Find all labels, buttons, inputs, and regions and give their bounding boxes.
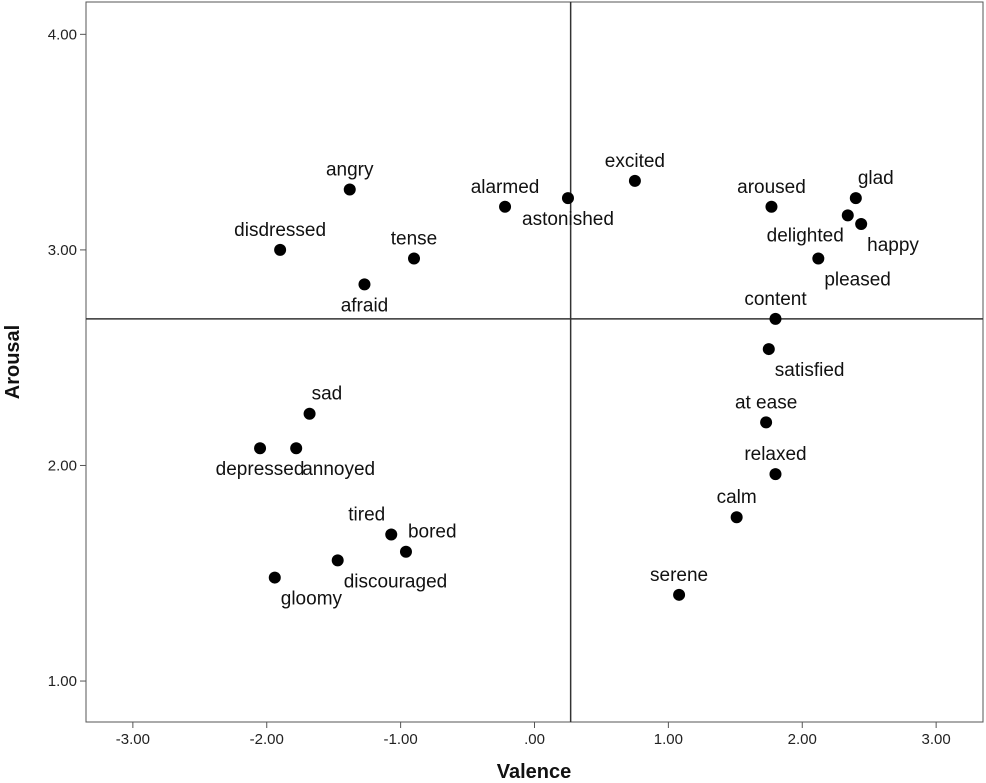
point-label: disdressed [234,220,326,241]
data-point [303,407,316,420]
point-label: afraid [341,295,389,316]
data-point [343,183,356,196]
data-point [561,192,574,205]
x-tick-label: -2.00 [250,731,284,748]
data-point [274,243,287,256]
data-point [760,416,773,429]
point-label: tense [391,229,437,250]
point-label: happy [867,235,919,256]
x-axis-title: Valence [497,761,572,783]
data-point [762,343,775,356]
point-label: angry [326,160,374,181]
data-point [628,174,641,187]
point-label: bored [408,522,457,543]
point-label: delighted [767,225,844,246]
data-point [408,252,421,265]
point-label: gloomy [281,589,343,610]
point-label: pleased [824,270,891,291]
point-label: serene [650,565,708,586]
data-point [769,312,782,325]
point-label: annoyed [302,459,375,480]
data-point [499,200,512,213]
point-label: excited [605,151,665,172]
y-tick-label: 1.00 [48,673,77,690]
data-points: angry disdressed tense afraid alarmed astonis… [216,151,920,610]
data-point [673,588,686,601]
data-point [331,554,344,567]
data-point [769,468,782,481]
y-tick-label: 2.00 [48,457,77,474]
point-label: relaxed [744,444,806,465]
point-label: glad [858,168,894,189]
point-label: calm [717,487,757,508]
data-point [812,252,825,265]
point-label: satisfied [775,360,845,381]
axis-ticks: -3.00 -2.00 -1.00 .00 1.00 2.00 3.00 1.00 2.00 3.… [48,26,951,748]
data-point [765,200,778,213]
point-label: discouraged [344,571,448,592]
x-tick-label: -3.00 [116,731,150,748]
point-label: alarmed [471,177,540,198]
data-point [399,545,412,558]
data-point [849,192,862,205]
data-point [290,442,303,455]
data-point [268,571,281,584]
x-tick-label: -1.00 [384,731,418,748]
point-label: tired [348,504,385,525]
data-point [385,528,398,541]
x-tick-label: 2.00 [788,731,817,748]
data-point [855,218,868,231]
y-tick-label: 3.00 [48,242,77,259]
y-axis-title: Arousal [2,325,24,399]
data-point [841,209,854,222]
point-label: aroused [737,177,806,198]
data-point [358,278,371,291]
x-tick-label: 1.00 [654,731,683,748]
point-label: sad [312,384,343,405]
point-label: at ease [735,392,797,413]
point-label: content [744,289,807,310]
reference-lines [86,2,983,722]
y-tick-label: 4.00 [48,26,77,43]
x-tick-label: 3.00 [922,731,951,748]
data-point [730,511,743,524]
point-label: astonished [522,209,614,230]
point-label: depressed [216,459,305,480]
x-tick-label: .00 [524,731,545,748]
data-point [254,442,267,455]
plot-area [85,1,984,723]
